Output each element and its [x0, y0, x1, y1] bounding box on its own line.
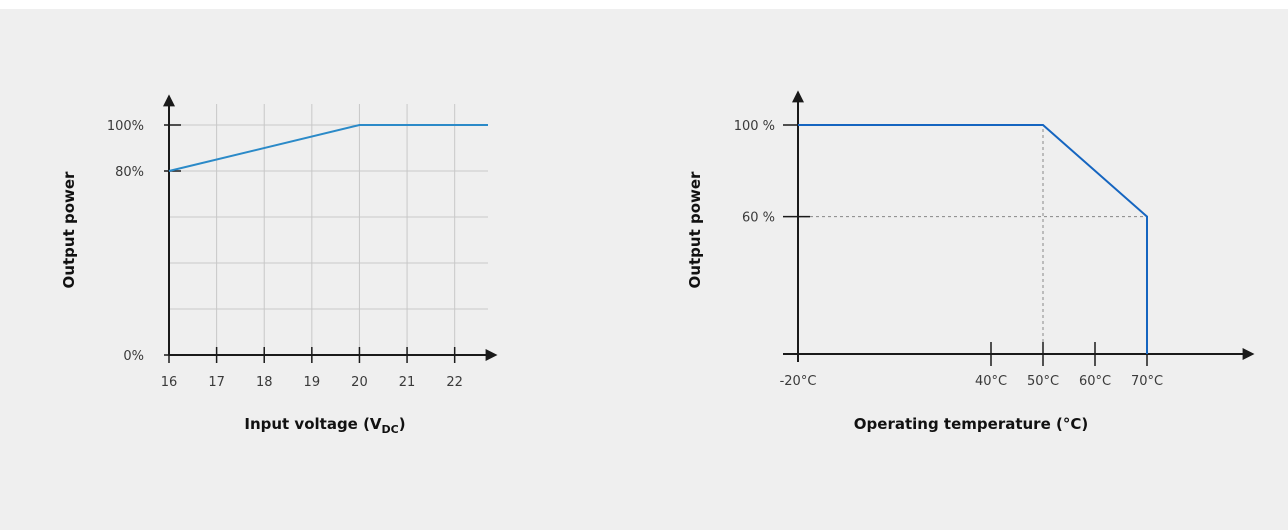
- chart2-x-tick-label: 50°C: [1027, 374, 1059, 389]
- chart1-x-tick-label: 18: [256, 375, 273, 390]
- chart1-x-axis-title: Input voltage (VDC): [244, 415, 405, 436]
- chart2-ticks: [783, 124, 1148, 366]
- chart2-y-tick-label: 100 %: [734, 119, 775, 134]
- chart1-series: [168, 124, 488, 172]
- chart1-x-tick-label: 19: [304, 375, 321, 390]
- chart2-reference-lines: [798, 125, 1147, 354]
- chart1-grid: [169, 104, 488, 355]
- chart2-x-tick-label: 60°C: [1079, 374, 1111, 389]
- chart1-y-axis-title: Output power: [60, 171, 78, 288]
- chart2-x-tick-label: 70°C: [1131, 374, 1163, 389]
- chart2-series: [798, 124, 1148, 354]
- chart2-series-line: [798, 124, 1148, 354]
- chart1-labels: 16 17 18 19 20 21 22 0% 80% 100%: [107, 119, 463, 390]
- chart1-x-axis-title-main: Input voltage (V: [244, 415, 382, 433]
- chart2-labels: -20°C 40°C 50°C 60°C 70°C 60 % 100 %: [734, 119, 1163, 389]
- chart1-x-tick-label: 20: [351, 375, 368, 390]
- chart2-y-axis-title: Output power: [686, 171, 704, 288]
- chart1-y-tick-label: 80%: [115, 165, 144, 180]
- chart2-x-axis-title: Operating temperature (°C): [854, 415, 1088, 433]
- chart1-axes: [163, 94, 498, 361]
- chart1-x-tick-label: 21: [399, 375, 416, 390]
- chart1-series-line: [168, 124, 488, 172]
- chart1-y-tick-label: 100%: [107, 119, 144, 134]
- chart2-axes: [783, 90, 1255, 362]
- figure-background: [0, 9, 1288, 530]
- chart2-x-tick-label: -20°C: [780, 374, 817, 389]
- chart1-x-axis-title-sub: DC: [382, 423, 399, 436]
- chart1-x-tick-label: 16: [161, 375, 178, 390]
- chart1-x-tick-label: 17: [208, 375, 225, 390]
- chart2-y-tick-label: 60 %: [742, 211, 775, 226]
- chart1-x-axis-title-suffix: ): [399, 415, 406, 433]
- chart1-x-tick-label: 22: [446, 375, 463, 390]
- chart1-y-tick-label: 0%: [123, 349, 144, 364]
- chart2-x-tick-label: 40°C: [975, 374, 1007, 389]
